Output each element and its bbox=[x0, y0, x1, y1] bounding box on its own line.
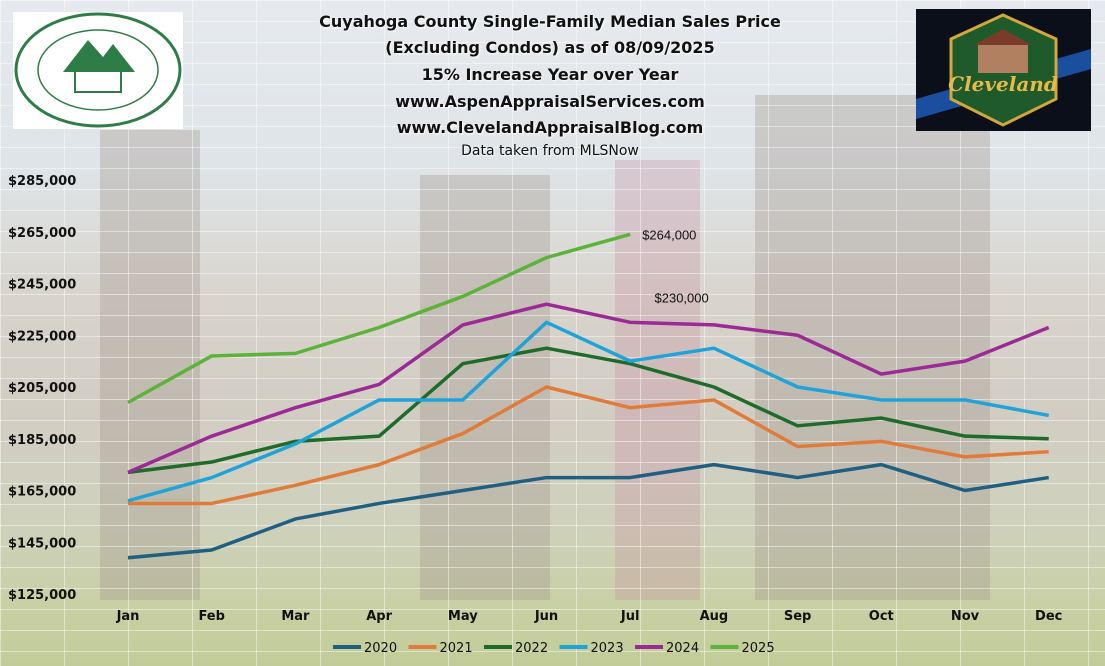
y-tick-label: $285,000 bbox=[8, 174, 76, 189]
data-label: $264,000 bbox=[642, 227, 696, 242]
svg-text:Cleveland: Cleveland bbox=[948, 72, 1058, 96]
y-tick-label: $165,000 bbox=[8, 485, 76, 500]
x-tick-label: Mar bbox=[281, 609, 310, 624]
x-tick-label: Jan bbox=[116, 609, 140, 624]
x-tick-label: May bbox=[448, 609, 478, 624]
y-tick-label: $225,000 bbox=[8, 329, 76, 344]
y-tick-label: $265,000 bbox=[8, 226, 76, 241]
bg-building bbox=[420, 175, 550, 600]
y-tick-label: $205,000 bbox=[8, 381, 76, 396]
series-line-2022 bbox=[127, 346, 1049, 475]
x-tick-label: Feb bbox=[198, 609, 224, 624]
y-tick-label: $185,000 bbox=[8, 433, 76, 448]
legend-label-2024: 2024 bbox=[666, 641, 699, 656]
legend-label-2025: 2025 bbox=[742, 641, 775, 656]
bg-building bbox=[100, 130, 200, 600]
legend-label-2022: 2022 bbox=[515, 641, 548, 656]
blog-url[interactable]: www.ClevelandAppraisalBlog.com bbox=[396, 118, 704, 137]
series-line-2023 bbox=[127, 320, 1050, 503]
series-line-2021 bbox=[128, 385, 1049, 506]
aspen-logo bbox=[13, 12, 183, 129]
chart-title-line-1: Cuyahoga County Single-Family Median Sal… bbox=[319, 12, 781, 31]
x-tick-label: Oct bbox=[869, 609, 894, 624]
chart-title-line-2: (Excluding Condos) as of 08/09/2025 bbox=[385, 38, 715, 57]
cleveland-blog-logo: Cleveland bbox=[916, 9, 1091, 131]
x-tick-label: Jun bbox=[534, 609, 558, 624]
series-line-2020 bbox=[127, 462, 1049, 560]
aspen-url[interactable]: www.AspenAppraisalServices.com bbox=[395, 92, 705, 111]
series-line-2025 bbox=[127, 232, 631, 405]
y-tick-label: $145,000 bbox=[8, 536, 76, 551]
series-line-2024 bbox=[127, 302, 1050, 474]
data-source: Data taken from MLSNow bbox=[461, 143, 639, 159]
x-tick-label: Apr bbox=[366, 609, 392, 624]
legend-label-2020: 2020 bbox=[364, 641, 397, 656]
chart-subtitle: 15% Increase Year over Year bbox=[421, 65, 679, 84]
data-label: $230,000 bbox=[655, 290, 709, 305]
x-tick-label: Nov bbox=[951, 609, 980, 624]
x-tick-label: Aug bbox=[700, 609, 729, 624]
x-tick-label: Sep bbox=[784, 609, 812, 624]
y-tick-label: $125,000 bbox=[8, 588, 76, 603]
legend-label-2023: 2023 bbox=[591, 641, 624, 656]
y-tick-label: $245,000 bbox=[8, 278, 76, 293]
x-tick-label: Jul bbox=[620, 609, 640, 624]
x-tick-label: Dec bbox=[1035, 609, 1062, 624]
legend-label-2021: 2021 bbox=[440, 641, 473, 656]
bg-building bbox=[755, 95, 990, 600]
